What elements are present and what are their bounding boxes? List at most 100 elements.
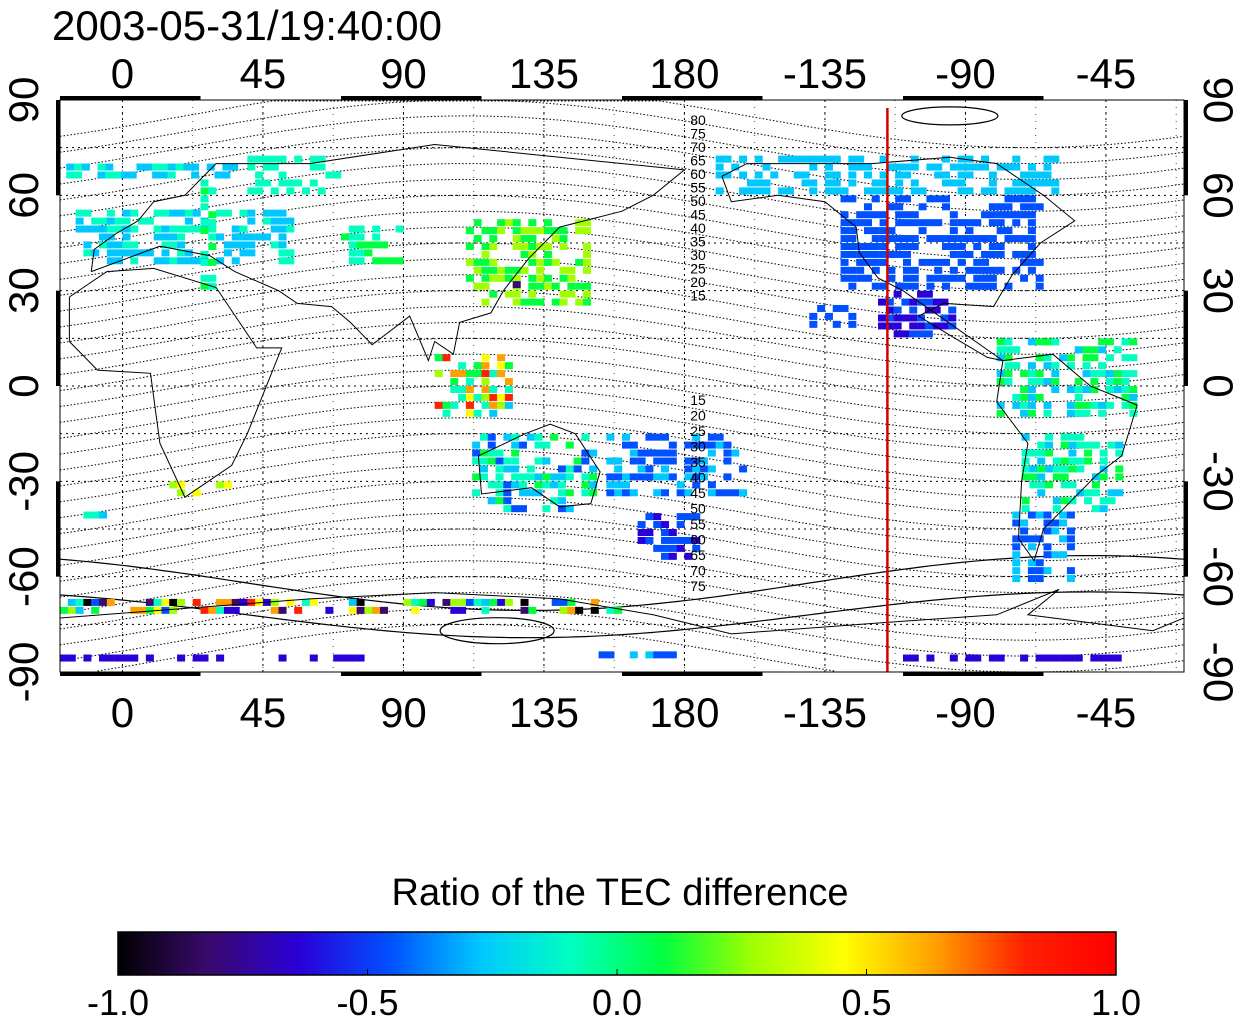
tec-data-cell [270, 209, 279, 217]
tec-data-cell [739, 465, 748, 473]
tec-data-cell [216, 654, 225, 662]
tec-data-cell [926, 258, 935, 266]
tec-data-cell [1045, 449, 1054, 457]
tec-data-cell [573, 465, 582, 473]
tec-data-cell [1043, 511, 1052, 519]
tec-data-cell [567, 598, 576, 606]
tec-data-cell [910, 243, 919, 250]
tec-data-cell [528, 606, 537, 614]
tec-data-cell [565, 465, 574, 473]
tec-data-cell [550, 497, 559, 505]
contour-label: 45 [690, 485, 706, 501]
tec-data-cell [684, 457, 693, 465]
tec-data-cell [1035, 282, 1044, 290]
tec-data-cell [723, 155, 732, 163]
tec-data-cell [707, 465, 716, 473]
tec-data-cell [487, 441, 496, 449]
solar-contour-ellipse [439, 617, 555, 645]
tec-data-cell [1004, 227, 1013, 235]
tec-data-cell [840, 235, 849, 243]
tec-data-cell [949, 654, 958, 662]
tec-data-cell [114, 257, 123, 265]
tec-data-cell [520, 598, 529, 606]
tec-data-cell [1099, 457, 1108, 465]
contour-line [60, 512, 1184, 578]
tec-data-cell [67, 606, 76, 614]
tec-data-cell [1129, 386, 1138, 393]
tec-data-cell [1043, 401, 1052, 409]
lon-label-bottom: 90 [380, 689, 427, 736]
tec-data-cell [1012, 163, 1021, 171]
tec-data-cell [200, 219, 209, 227]
tec-data-cell [848, 243, 857, 250]
tec-data-cell [1051, 519, 1060, 527]
tec-data-cell [551, 298, 560, 306]
tec-data-cell [528, 274, 537, 282]
tec-data-cell [543, 250, 552, 258]
tec-data-cell [1043, 519, 1052, 527]
tec-data-cell [909, 298, 918, 306]
tec-data-cell [949, 235, 958, 243]
tec-data-cell [707, 489, 716, 497]
tec-data-cell [1004, 346, 1013, 354]
tec-data-cell [489, 227, 498, 235]
tec-data-cell [1090, 401, 1099, 409]
tec-data-cell [1051, 386, 1060, 393]
tec-data-cell [247, 163, 256, 171]
tec-data-cell [130, 654, 139, 662]
tec-data-cell [1068, 433, 1077, 441]
tec-data-cell [692, 536, 701, 544]
tec-data-cell [668, 552, 677, 560]
lon-label-bottom: -45 [1076, 689, 1137, 736]
tec-data-cell [270, 225, 279, 233]
tec-data-cell [1105, 378, 1114, 386]
tec-data-cell [504, 219, 513, 227]
tec-data-cell [988, 179, 997, 187]
tec-data-cell [949, 211, 958, 219]
tec-data-cell [879, 243, 888, 250]
tec-data-cell [661, 544, 670, 552]
frame-band-right [1184, 290, 1188, 386]
tec-data-cell [465, 243, 474, 250]
tec-data-cell [887, 163, 896, 171]
tec-data-cell [653, 544, 662, 552]
tec-data-cell [973, 654, 982, 662]
tec-data-cell [183, 163, 192, 171]
tec-data-cell [981, 250, 990, 258]
tec-data-cell [286, 249, 295, 257]
tec-data-cell [1027, 386, 1036, 393]
tec-data-cell [309, 654, 318, 662]
tec-data-cell [871, 258, 880, 266]
tec-data-cell [458, 598, 467, 606]
tec-data-cell [1012, 211, 1021, 219]
tec-data-cell [472, 473, 481, 481]
tec-data-cell [1091, 489, 1100, 497]
tec-data-cell [809, 155, 818, 163]
tec-data-cell [551, 598, 560, 606]
tec-data-cell [1012, 543, 1021, 551]
frame-band-bottom [903, 672, 1044, 676]
tec-data-cell [286, 598, 295, 606]
contour-line [60, 100, 1184, 149]
tec-data-cell [542, 505, 551, 513]
tec-data-cell [231, 257, 240, 265]
contour-label: 65 [690, 547, 706, 563]
lat-label-left: 60 [0, 172, 47, 219]
tec-data-cell [255, 179, 264, 187]
tec-data-cell [294, 155, 303, 163]
tec-data-cell [348, 257, 357, 265]
tec-data-cell [981, 235, 990, 243]
tec-data-cell [1082, 370, 1091, 378]
coastline [68, 267, 283, 498]
tec-data-cell [341, 233, 349, 241]
tec-data-cell [840, 187, 849, 195]
tec-data-cell [495, 489, 504, 497]
tec-data-cell [661, 457, 670, 465]
tec-data-cell [676, 536, 685, 544]
tec-data-cell [903, 219, 911, 227]
tec-data-cell [120, 171, 129, 179]
tec-data-cell [167, 163, 176, 171]
tec-data-cell [661, 552, 670, 560]
tec-data-cell [957, 171, 966, 179]
tec-data-cell [700, 465, 709, 473]
